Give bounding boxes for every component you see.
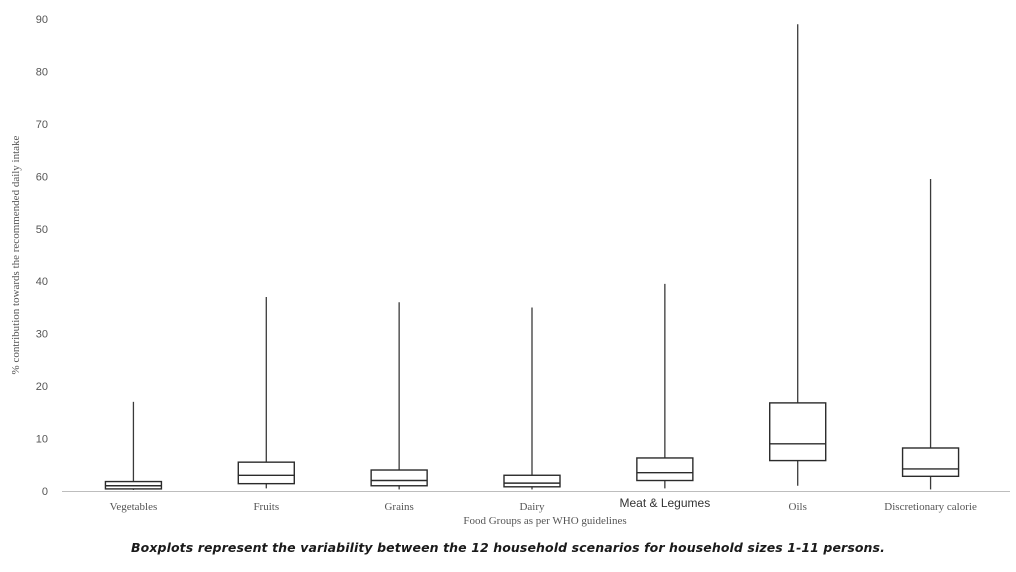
x-category-label: Grains <box>384 501 413 513</box>
box-1 <box>237 296 295 489</box>
y-axis-ticks: 0 10 20 30 40 50 60 70 80 90 <box>36 14 48 498</box>
y-tick-label: 50 <box>36 224 48 236</box>
y-tick-label: 30 <box>36 329 48 341</box>
y-tick-label: 20 <box>36 381 48 393</box>
x-category-label: Oils <box>789 501 807 513</box>
iqr-box <box>901 447 960 478</box>
x-category-label: Meat & Legumes <box>619 496 710 510</box>
x-category-label: Dairy <box>519 501 545 513</box>
y-tick-label: 10 <box>36 434 48 446</box>
y-tick-label: 60 <box>36 171 48 183</box>
y-tick-label: 0 <box>42 486 48 498</box>
box-0 <box>104 401 163 490</box>
boxplot-series <box>104 24 960 490</box>
x-category-label: Discretionary calorie <box>884 501 977 513</box>
y-tick-label: 80 <box>36 66 48 78</box>
figure-caption: Boxplots represent the variability betwe… <box>131 540 885 555</box>
y-tick-label: 40 <box>36 276 48 288</box>
x-category-label: Vegetables <box>110 501 158 513</box>
iqr-box <box>237 461 295 485</box>
box-4 <box>636 283 694 489</box>
box-6 <box>901 178 960 490</box>
iqr-box <box>370 469 428 487</box>
box-2 <box>370 302 428 490</box>
iqr-box <box>503 474 561 488</box>
box-5 <box>769 24 827 486</box>
y-tick-label: 70 <box>36 119 48 131</box>
y-axis-title: % contribution towards the recommended d… <box>10 135 22 374</box>
box-3 <box>503 307 561 490</box>
x-category-label: Fruits <box>253 501 279 513</box>
iqr-box <box>769 402 827 462</box>
iqr-box <box>636 457 694 482</box>
x-axis-title: Food Groups as per WHO guidelines <box>463 515 626 527</box>
boxplot-chart: 0 10 20 30 40 50 60 70 80 90 Vegetables Fruits Grai… <box>10 14 1010 527</box>
y-tick-label: 90 <box>36 14 48 26</box>
x-axis-category-labels: Vegetables Fruits Grains Dairy Meat & Legume… <box>110 496 977 513</box>
